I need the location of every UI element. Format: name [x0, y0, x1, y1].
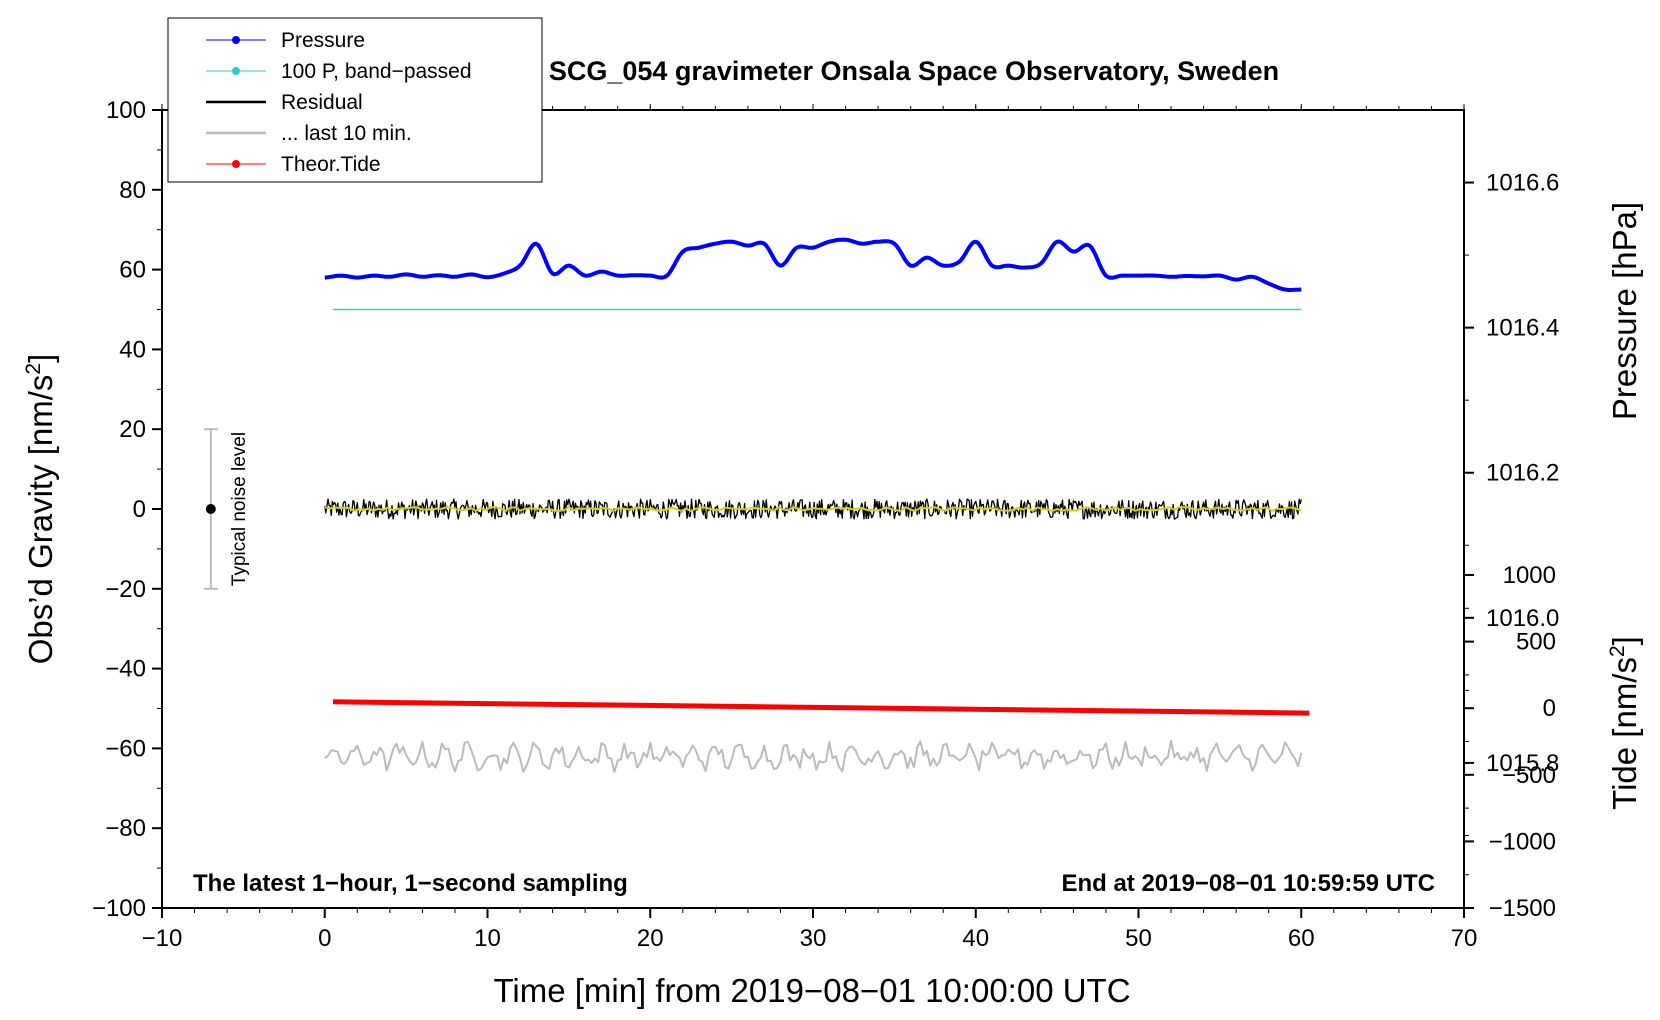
pressure-tick-label: 1016.4 [1486, 315, 1559, 342]
tide-axis-label-main: Tide [nm/s [1606, 657, 1643, 810]
y-tick-label: 0 [133, 496, 146, 523]
pressure-axis-label: Pressure [hPa] [1606, 202, 1643, 420]
x-tick-label: 0 [318, 925, 331, 952]
y-tick-label: −20 [105, 576, 146, 603]
pressure-tick-label: 1016.6 [1486, 170, 1559, 197]
legend-marker-0 [232, 36, 240, 44]
legend: Pressure 100 P, band−passed Residual ... la… [167, 17, 543, 183]
x-tick-label: 30 [800, 925, 827, 952]
y-axis-label-sup: 2 [22, 363, 45, 375]
legend-label-0: Pressure [281, 29, 365, 52]
y-tick-label: −80 [105, 815, 146, 842]
tide-tick-label: 0 [1543, 695, 1556, 722]
series-residual [324, 498, 1302, 520]
tide-tick-label: −1500 [1489, 895, 1556, 922]
x-tick-label: 40 [962, 925, 989, 952]
ticks-layer: −10 0 10 20 30 40 50 60 70−100−80−60−40−20020406… [92, 97, 1559, 952]
legend-box [167, 17, 543, 183]
x-tick-label: −10 [142, 925, 183, 952]
y-tick-label: −100 [92, 895, 146, 922]
tide-axis-label-close: ] [1606, 636, 1643, 645]
series-theoretical-tide [332, 699, 1310, 716]
series-pressure [324, 237, 1302, 292]
series-last-10-min [324, 739, 1303, 773]
noise-bar-center-dot [205, 504, 216, 514]
noise-level-indicator: Typical noise level [203, 428, 250, 590]
x-tick-label: 20 [637, 925, 664, 952]
y-tick-label: −40 [105, 656, 146, 683]
tide-axis-label: Tide [nm/s2] [1606, 636, 1643, 810]
legend-marker-4 [232, 160, 240, 168]
x-tick-label: 10 [474, 925, 501, 952]
y-tick-label: 20 [119, 416, 146, 443]
pressure-tick-label: 1015.8 [1486, 750, 1559, 777]
legend-label-1: 100 P, band−passed [281, 60, 472, 83]
x-tick-label: 60 [1288, 925, 1315, 952]
y-axis-label-main: Obs’d Gravity [nm/s [22, 375, 59, 665]
x-tick-label: 50 [1125, 925, 1152, 952]
legend-label-3: ... last 10 min. [281, 122, 412, 145]
series-layer [324, 237, 1310, 773]
y-axis-label: Obs’d Gravity [nm/s2] [22, 354, 59, 665]
tide-tick-label: −500 [1502, 762, 1556, 789]
tide-axis-label-sup: 2 [1606, 645, 1629, 657]
y-tick-label: 100 [106, 97, 146, 124]
annotation-end-time: End at 2019−08−01 10:59:59 UTC [1061, 870, 1435, 897]
noise-level-label: Typical noise level [229, 432, 250, 586]
series-residual-smoothed [324, 506, 1302, 512]
y-tick-label: 80 [119, 177, 146, 204]
y-tick-label: 60 [119, 257, 146, 284]
legend-marker-1 [232, 67, 240, 75]
tide-tick-label: −1000 [1489, 828, 1556, 855]
x-tick-label: 70 [1451, 925, 1478, 952]
legend-label-2: Residual [281, 91, 363, 114]
y-tick-label: 40 [119, 336, 146, 363]
tide-tick-label: 1000 [1503, 562, 1556, 589]
pressure-tick-label: 1016.2 [1486, 460, 1559, 487]
y-axis-label-close: ] [22, 354, 59, 363]
x-axis-label: Time [min] from 2019−08−01 10:00:00 UTC [493, 972, 1130, 1009]
legend-label-4: Theor.Tide [281, 153, 381, 176]
y-tick-label: −60 [105, 735, 146, 762]
tide-tick-label: 500 [1516, 629, 1556, 656]
annotation-sampling: The latest 1−hour, 1−second sampling [193, 870, 628, 897]
pressure-tick-label: 1016.0 [1486, 605, 1559, 632]
chart-title: SCG_054 gravimeter Onsala Space Observat… [549, 56, 1279, 86]
